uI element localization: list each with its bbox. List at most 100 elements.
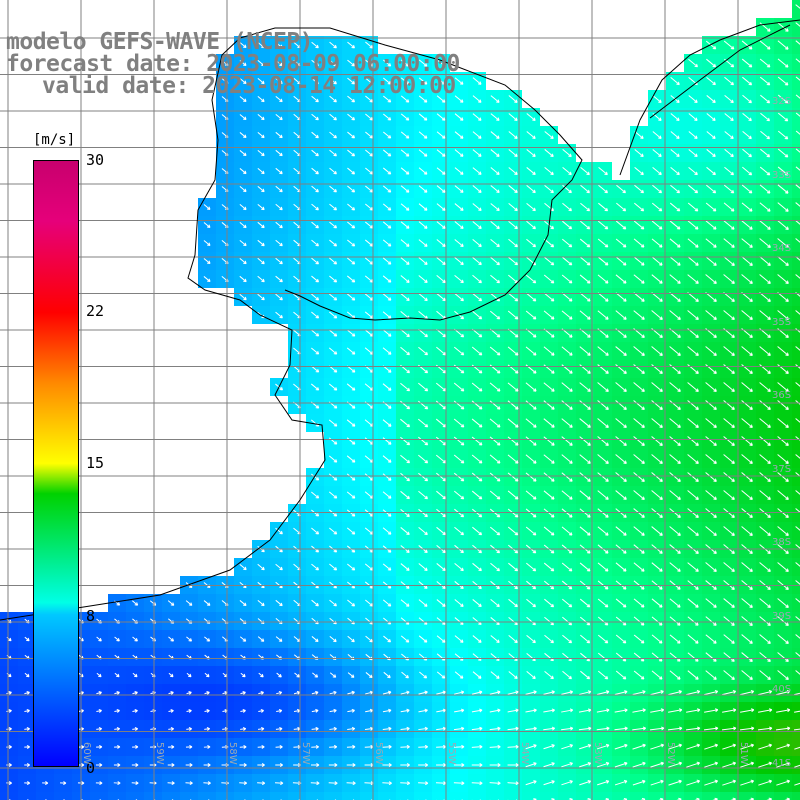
wind-arrow — [597, 616, 609, 626]
wind-arrow — [346, 744, 356, 749]
wind-arrow — [705, 310, 717, 320]
wind-arrow — [669, 256, 681, 266]
wind-arrow — [489, 763, 501, 767]
wind-arrow — [543, 436, 555, 446]
wind-arrow — [562, 184, 572, 194]
wind-arrow — [741, 346, 753, 356]
wind-arrow — [741, 238, 753, 248]
wind-arrow — [453, 436, 465, 446]
wind-arrow — [633, 274, 645, 284]
wind-arrow — [328, 419, 338, 427]
wind-arrow — [257, 293, 265, 301]
wind-arrow — [454, 671, 464, 679]
wind-arrow — [777, 652, 789, 662]
wind-arrow — [561, 744, 574, 750]
wind-arrow — [365, 185, 374, 193]
wind-arrow — [400, 257, 410, 265]
longitude-label: 59W — [154, 742, 165, 765]
wind-arrow — [578, 726, 592, 731]
wind-arrow — [436, 257, 446, 266]
wind-arrow — [759, 22, 771, 32]
wind-arrow — [167, 781, 175, 786]
forecast-date: forecast date: 2023-08-09 06:00:00 — [6, 51, 460, 77]
wind-arrow — [401, 671, 409, 679]
field-cell — [162, 792, 180, 800]
wind-arrow — [508, 671, 518, 679]
wind-arrow — [508, 598, 518, 608]
wind-arrow — [329, 131, 337, 139]
field-cell — [504, 792, 522, 800]
wind-arrow — [454, 239, 464, 248]
field-cell — [792, 198, 800, 216]
wind-arrow — [454, 526, 465, 536]
wind-arrow — [418, 726, 428, 731]
wind-arrow — [418, 203, 428, 211]
wind-arrow — [418, 257, 428, 265]
wind-arrow — [507, 454, 519, 464]
wind-arrow — [257, 744, 265, 749]
wind-arrow — [508, 185, 518, 194]
wind-arrow — [598, 166, 608, 176]
wind-arrow — [526, 598, 537, 608]
wind-arrow — [669, 454, 681, 464]
wind-arrow — [597, 598, 609, 608]
wind-arrow — [400, 690, 410, 695]
field-cell — [792, 180, 800, 198]
wind-arrow — [723, 274, 735, 284]
wind-arrow — [436, 599, 446, 607]
wind-arrow — [436, 508, 447, 518]
wind-arrow — [759, 598, 771, 608]
wind-arrow — [328, 491, 338, 499]
wind-arrow — [688, 58, 699, 68]
wind-arrow — [758, 761, 773, 768]
wind-arrow — [614, 726, 628, 731]
wind-arrow — [436, 526, 446, 536]
wind-arrow — [365, 708, 374, 713]
wind-arrow — [6, 781, 12, 785]
longitude-label: 52W — [665, 742, 676, 765]
wind-arrow — [704, 743, 719, 750]
wind-arrow — [794, 764, 800, 768]
wind-arrow — [615, 400, 627, 410]
wind-arrow — [795, 616, 800, 621]
wind-arrow — [454, 490, 465, 500]
wind-arrow — [704, 779, 719, 786]
wind-arrow — [562, 166, 572, 176]
wind-arrow — [724, 94, 734, 104]
wind-arrow — [758, 689, 773, 696]
wind-arrow — [275, 726, 283, 731]
wind-arrow — [276, 708, 283, 713]
wind-arrow — [508, 149, 518, 157]
wind-arrow — [579, 256, 591, 266]
wind-arrow — [543, 690, 555, 695]
wind-arrow — [777, 292, 789, 302]
wind-arrow — [633, 292, 645, 302]
field-cell — [792, 648, 800, 666]
wind-arrow — [329, 726, 337, 731]
wind-arrow — [741, 202, 753, 212]
wind-arrow — [24, 691, 30, 695]
wind-arrow — [400, 167, 410, 175]
wind-arrow — [777, 238, 789, 248]
wind-arrow — [132, 600, 139, 606]
wind-arrow — [741, 634, 753, 644]
latitude-label: 36S — [772, 390, 792, 401]
wind-arrow — [723, 652, 735, 662]
wind-arrow — [347, 599, 356, 607]
wind-arrow — [310, 781, 320, 786]
wind-arrow — [597, 490, 609, 500]
wind-arrow — [329, 185, 337, 193]
wind-arrow — [453, 400, 465, 410]
wind-arrow — [776, 689, 791, 696]
wind-arrow — [400, 418, 411, 428]
wind-arrow — [507, 346, 519, 356]
field-cell — [126, 792, 144, 800]
wind-arrow — [687, 454, 699, 464]
wind-arrow — [6, 763, 12, 767]
wind-arrow — [454, 690, 465, 695]
coastline-path — [0, 27, 583, 621]
wind-arrow — [706, 58, 717, 68]
wind-arrow — [418, 221, 428, 229]
wind-arrow — [526, 634, 536, 644]
wind-arrow — [418, 490, 429, 500]
